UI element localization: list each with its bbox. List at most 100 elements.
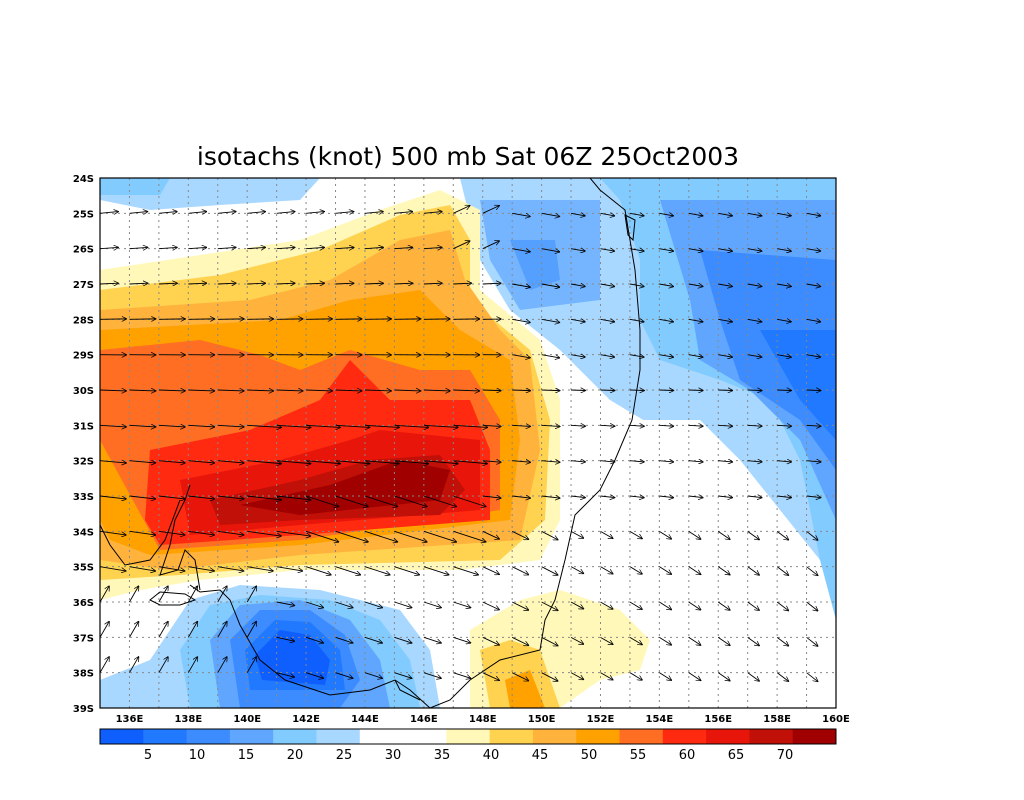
- wind-arrow: [747, 461, 762, 462]
- wind-arrow: [305, 530, 338, 542]
- wind-arrow: [188, 566, 214, 571]
- wind-arrow: [511, 636, 528, 645]
- wind-arrow: [512, 496, 530, 498]
- wind-arrow: [100, 461, 126, 463]
- wind-arrow: [247, 390, 273, 391]
- wind-arrow: [188, 530, 214, 535]
- wind-arrow: [364, 495, 397, 507]
- wind-arrow: [100, 247, 118, 248]
- colorbar-swatch: [143, 729, 188, 744]
- wind-arrow: [718, 355, 732, 357]
- wind-arrow: [482, 530, 499, 539]
- wind-arrow: [541, 354, 560, 358]
- wind-arrow: [629, 249, 644, 251]
- wind-arrow: [423, 530, 456, 542]
- wind-arrow: [217, 247, 236, 248]
- wind-arrow: [718, 319, 732, 321]
- colorbar-label: 50: [581, 748, 598, 763]
- wind-arrow: [570, 672, 583, 680]
- isotach-field: [100, 178, 836, 708]
- colorbar-swatch: [662, 729, 707, 744]
- wind-arrow: [688, 601, 701, 610]
- wind-arrow: [335, 425, 370, 427]
- wind-arrow: [747, 319, 762, 321]
- wind-arrow: [217, 390, 244, 391]
- wind-arrow: [276, 390, 303, 391]
- wind-arrow: [777, 425, 791, 426]
- wind-arrow: [276, 566, 303, 571]
- wind-arrow: [806, 566, 818, 576]
- wind-arrow: [747, 566, 759, 575]
- wind-arrow: [217, 495, 244, 499]
- wind-arrow: [158, 566, 185, 571]
- wind-arrow: [100, 212, 118, 214]
- colorbar-swatch: [359, 729, 404, 744]
- wind-arrow: [158, 247, 177, 248]
- colorbar-label: 25: [336, 748, 353, 763]
- colorbar-swatch: [186, 729, 231, 744]
- wind-arrow: [364, 425, 399, 427]
- wind-arrow: [718, 213, 732, 215]
- wind-arrow: [777, 249, 791, 251]
- wind-arrow: [453, 672, 470, 679]
- wind-arrow: [335, 460, 370, 464]
- wind-arrow: [335, 636, 353, 643]
- wind-arrow: [777, 496, 791, 498]
- wind-arrow: [423, 212, 442, 214]
- wind-arrow: [247, 460, 281, 464]
- wind-arrow: [541, 672, 558, 681]
- wind-arrow: [718, 284, 732, 286]
- wind-arrow: [512, 461, 530, 463]
- wind-arrow: [394, 672, 411, 679]
- wind-arrow: [747, 284, 762, 286]
- wind-arrow: [570, 636, 583, 644]
- wind-arrow: [629, 319, 644, 321]
- wind-arrow: [629, 672, 642, 680]
- wind-arrow: [187, 657, 197, 673]
- wind-arrow: [541, 601, 558, 610]
- colorbar-swatch: [273, 729, 317, 744]
- wind-arrow: [659, 530, 671, 538]
- colorbar-labels: 5 10 15 20 25 30 35 40 45 50 55 60 65 70: [144, 748, 793, 763]
- wind-arrow: [453, 425, 487, 427]
- wind-arrow: [158, 495, 185, 499]
- wind-arrow: [100, 283, 118, 284]
- wind-arrow: [511, 601, 528, 610]
- lat-tick-label: 31S: [73, 421, 94, 432]
- wind-arrow: [806, 496, 821, 498]
- wind-arrow: [364, 212, 383, 214]
- wind-arrow: [511, 530, 528, 539]
- colorbar-swatch: [100, 729, 144, 744]
- wind-arrow: [129, 212, 147, 214]
- wind-arrow: [364, 672, 382, 679]
- wind-arrow: [600, 496, 614, 498]
- wind-arrow: [806, 425, 821, 426]
- wind-arrow: [629, 636, 642, 644]
- wind-arrow: [100, 622, 109, 638]
- wind-arrow: [482, 636, 499, 645]
- wind-arrow: [187, 622, 197, 638]
- wind-vectors: [100, 206, 821, 682]
- wind-arrow: [512, 248, 530, 252]
- plot-frame: [99, 177, 837, 709]
- wind-arrow: [600, 355, 614, 357]
- wind-arrow: [571, 425, 585, 426]
- wind-arrow: [541, 212, 560, 216]
- wind-arrow: [482, 601, 499, 610]
- wind-arrow: [394, 530, 426, 542]
- wind-arrow: [659, 496, 673, 498]
- wind-arrow: [276, 672, 294, 677]
- wind-arrow: [188, 495, 214, 499]
- colorbar-label: 45: [532, 748, 549, 763]
- wind-arrow: [247, 212, 265, 214]
- wind-arrow: [217, 461, 244, 463]
- wind-arrow: [629, 530, 642, 538]
- wind-arrow: [747, 601, 759, 610]
- wind-arrow: [629, 213, 644, 215]
- wind-arrow: [305, 672, 323, 679]
- wind-arrow: [659, 601, 671, 609]
- wind-arrow: [688, 249, 703, 251]
- wind-arrow: [217, 586, 227, 603]
- wind-arrow: [394, 460, 428, 464]
- wind-arrow: [688, 284, 703, 286]
